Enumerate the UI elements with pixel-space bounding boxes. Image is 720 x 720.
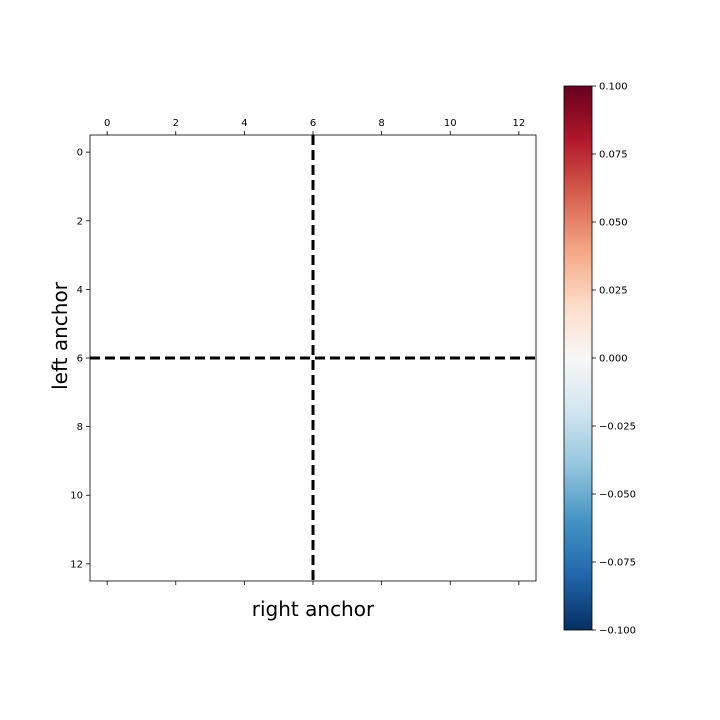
plot-area: 0 2 4 6 8 10 12 0 2 4 6 8 10 12 xyxy=(70,118,537,585)
colorbar-tick-label: −0.025 xyxy=(599,422,636,433)
colorbar-tick-label: 0.075 xyxy=(599,150,628,161)
x-tick-label: 6 xyxy=(310,118,316,129)
colorbar-gradient xyxy=(564,86,592,630)
y-tick-label: 0 xyxy=(77,148,83,159)
y-tick-label: 6 xyxy=(77,354,83,365)
x-axis-label: right anchor xyxy=(252,597,375,621)
y-tick-label: 8 xyxy=(77,422,83,433)
y-tick-label: 2 xyxy=(77,216,83,227)
x-tick-label: 2 xyxy=(173,118,179,129)
colorbar: 0.100 0.075 0.050 0.025 0.000 −0.025 −0.050 −0.… xyxy=(563,82,636,637)
y-tick-label: 12 xyxy=(70,559,83,570)
y-axis-ticks: 0 2 4 6 8 10 12 xyxy=(70,148,90,570)
colorbar-tick-label: 0.025 xyxy=(599,286,628,297)
y-axis-label: left anchor xyxy=(48,281,72,390)
heatmap-background xyxy=(90,135,536,581)
x-tick-label: 0 xyxy=(104,118,110,129)
colorbar-tick-label: 0.100 xyxy=(599,82,628,93)
colorbar-tick-label: −0.075 xyxy=(599,558,636,569)
colorbar-ticks: 0.100 0.075 0.050 0.025 0.000 −0.025 −0.050 −0.… xyxy=(592,82,636,637)
y-tick-label: 10 xyxy=(70,491,83,502)
x-tick-label: 12 xyxy=(512,118,525,129)
plot-frame xyxy=(89,134,537,582)
x-tick-label: 10 xyxy=(444,118,457,129)
colorbar-tick-label: 0.000 xyxy=(599,354,628,365)
colorbar-tick-label: 0.050 xyxy=(599,218,628,229)
y-tick-label: 4 xyxy=(77,285,83,296)
x-tick-label: 4 xyxy=(241,118,247,129)
colorbar-tick-label: −0.050 xyxy=(599,490,636,501)
x-tick-label: 8 xyxy=(378,118,384,129)
colorbar-tick-label: −0.100 xyxy=(599,626,636,637)
x-axis-ticks: 0 2 4 6 8 10 12 xyxy=(104,118,525,585)
